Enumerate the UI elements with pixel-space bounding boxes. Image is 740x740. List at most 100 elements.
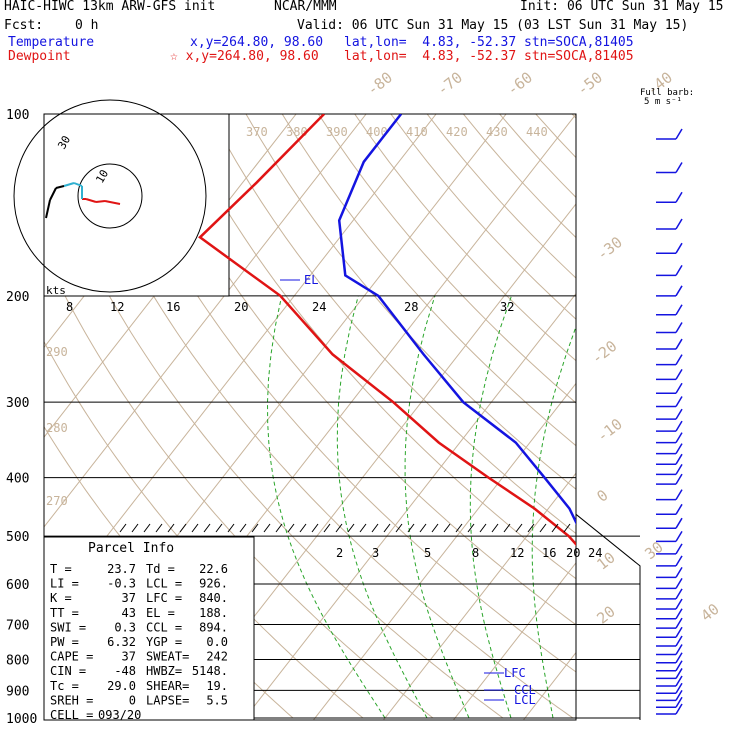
- barb-legend-unit: 5 m s⁻¹: [644, 97, 682, 107]
- wind-barb-flag: [675, 420, 683, 432]
- temp-xy: x,y=264.80, 98.60: [190, 35, 324, 50]
- parcel-key: K =: [50, 591, 72, 605]
- wind-barb-flag: [675, 338, 683, 350]
- parcel-value: 840.: [199, 591, 228, 605]
- wind-barb-flag: [675, 473, 683, 485]
- cloud-hatch-mark: [239, 523, 247, 533]
- valid-time: Valid: 06 UTC Sun 31 May 15 (03 LST Sun …: [297, 18, 689, 33]
- parcel-value: 926.: [199, 577, 228, 591]
- mixing-ratio-label: 24: [312, 300, 326, 314]
- wind-barb-flag: [675, 432, 683, 444]
- isotherm-line: [44, 114, 367, 528]
- isotherm-line: [725, 114, 740, 731]
- hodograph-ring-inner-label: 10: [93, 168, 111, 186]
- wind-barbs: [119, 128, 683, 715]
- cloud-hatch-mark: [503, 523, 511, 533]
- hodograph-ring-outer-label: 30: [55, 134, 73, 152]
- cloud-hatch-mark: [131, 523, 139, 533]
- parcel-title: Parcel Info: [88, 541, 174, 556]
- hodograph-ring-outer: [13, 99, 207, 293]
- temp-stn: stn=SOCA,81405: [524, 35, 634, 50]
- dry-adiabat-line: [681, 114, 740, 718]
- isotherm-line: [242, 292, 576, 720]
- parcel-value: 188.: [199, 606, 228, 620]
- wind-barb-flag: [675, 264, 683, 276]
- pressure-tick-label: 600: [6, 578, 29, 593]
- cloud-hatch-mark: [179, 523, 187, 533]
- wind-barb-flag: [675, 703, 683, 715]
- cloud-hatch-mark: [143, 523, 151, 533]
- wind-barb-flag: [675, 555, 683, 567]
- dry-adiabat-line: [571, 114, 576, 119]
- mixing-ratio-label: 2: [336, 546, 343, 560]
- mixing-ratio-label: 12: [510, 546, 524, 560]
- sounding-traces: [198, 114, 576, 547]
- dry-adiabat-line: [245, 114, 576, 490]
- hodograph-trace-segment: [104, 200, 121, 205]
- parcel-key: SWI =: [50, 620, 86, 634]
- parcel-key: LCL =: [146, 577, 182, 591]
- theta-label: 370: [246, 125, 268, 139]
- parcel-key: EL =: [146, 606, 175, 620]
- wind-barb-flag: [675, 382, 683, 394]
- mixing-ratio-label: 20: [566, 546, 580, 560]
- cloud-hatch-mark: [491, 523, 499, 533]
- dry-adiabat-line: [100, 114, 576, 673]
- cloud-hatch-mark: [563, 523, 571, 533]
- pressure-tick-label: 100: [6, 108, 29, 123]
- wind-barb-flag: [675, 598, 683, 610]
- moist-adiabat-line: [404, 295, 470, 719]
- parcel-key: LFC =: [146, 591, 182, 605]
- dry-adiabat-line: [44, 251, 434, 719]
- cloud-hatch-mark: [539, 523, 547, 533]
- wind-barb-flag: [675, 396, 683, 407]
- moist-adiabat-line: [469, 295, 512, 719]
- moist-adiabat-line: [336, 295, 428, 719]
- wind-barb-flag: [675, 577, 683, 589]
- hodograph-trace-segment: [45, 199, 51, 219]
- parcel-key: LI =: [50, 577, 79, 591]
- parcel-value: 894.: [199, 620, 228, 634]
- wind-barb-flag: [675, 668, 683, 679]
- temp-latlon: lat,lon= 4.83, -52.37: [344, 35, 517, 50]
- wind-barb-flag: [675, 696, 683, 708]
- isotherm-label: 40: [697, 600, 722, 625]
- dew-xy: ☆ x,y=264.80, 98.60: [170, 49, 319, 64]
- temp-legend-label: Temperature: [8, 35, 95, 50]
- mixing-ratio-label: 32: [500, 300, 514, 314]
- cloud-hatch-mark: [419, 523, 427, 533]
- isotherm-label: -20: [588, 337, 620, 368]
- level-label-ccl: CCL: [514, 683, 536, 697]
- hodograph-trace-segment: [49, 187, 57, 201]
- pressure-tick-label: 200: [6, 290, 29, 305]
- dry-adiabat-line: [44, 156, 504, 719]
- parcel-value: 5148.: [192, 664, 228, 678]
- parcel-value: 19.: [206, 679, 228, 693]
- parcel-key: PW =: [50, 635, 79, 649]
- moist-adiabat-line: [679, 296, 740, 718]
- parcel-key: CAPE =: [50, 650, 93, 664]
- cloud-hatch-mark: [215, 523, 223, 533]
- level-label-el: EL: [304, 273, 318, 287]
- wind-barb-flag: [675, 463, 683, 475]
- isotherm-label: -80: [364, 68, 396, 99]
- cloud-hatch-mark: [383, 523, 391, 533]
- hodograph-trace-segment: [85, 198, 97, 203]
- pressure-tick-label: 300: [6, 396, 29, 411]
- cloud-hatch-mark: [347, 523, 355, 533]
- wind-barb-flag: [675, 368, 683, 380]
- hodograph: 10 30 kts: [13, 99, 230, 297]
- dry-adiabat-line: [64, 114, 574, 719]
- dry-adiabat-line: [535, 114, 576, 159]
- parcel-key: T =: [50, 562, 72, 576]
- theta-label: 390: [326, 125, 348, 139]
- dry-adiabat-line: [354, 114, 576, 362]
- wind-barb-flag: [675, 128, 683, 140]
- wind-barb-flag: [675, 517, 683, 529]
- dry-adiabat-line: [645, 114, 740, 718]
- wind-barb-flag: [675, 608, 683, 620]
- parcel-key: YGP =: [146, 635, 182, 649]
- wind-barb-flag: [675, 566, 683, 578]
